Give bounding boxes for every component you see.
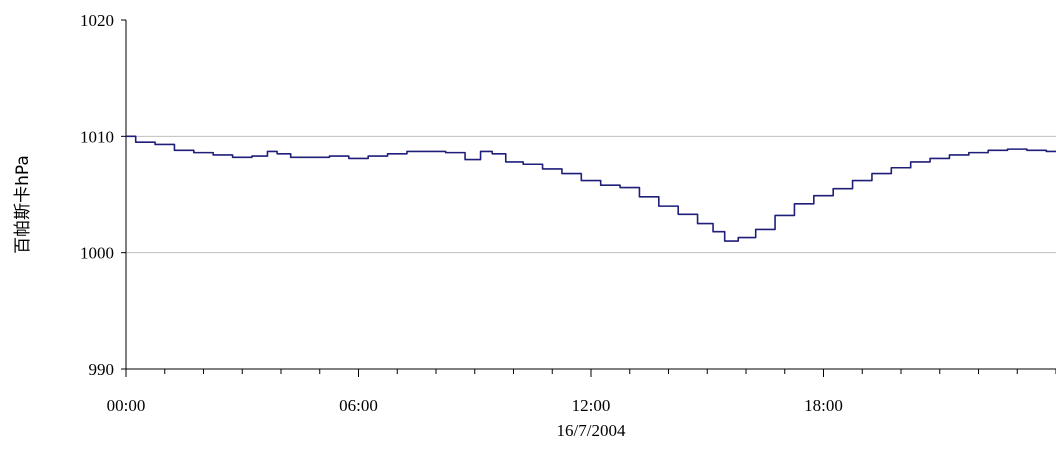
y-tick-label: 1000 bbox=[80, 244, 114, 263]
x-tick-label: 00:00 bbox=[107, 396, 146, 415]
x-axis-date-label: 16/7/2004 bbox=[557, 421, 626, 440]
y-tick-label: 990 bbox=[89, 360, 115, 379]
y-tick-label: 1010 bbox=[80, 127, 114, 146]
gridlines bbox=[126, 135, 1056, 254]
series bbox=[126, 135, 1056, 242]
x-tick-label: 18:00 bbox=[804, 396, 843, 415]
x-tick-label: 06:00 bbox=[339, 396, 378, 415]
axes bbox=[125, 20, 1056, 370]
y-tick-label: 1020 bbox=[80, 11, 114, 30]
y-ticks: 990 1000 1010 1020 bbox=[80, 11, 126, 379]
x-ticks: 00:00 06:00 12:00 18:00 bbox=[107, 369, 1056, 415]
x-tick-label: 12:00 bbox=[572, 396, 611, 415]
pressure-series-line bbox=[126, 135, 1056, 242]
y-axis-label: 百帕斯卡hPa bbox=[13, 155, 33, 254]
